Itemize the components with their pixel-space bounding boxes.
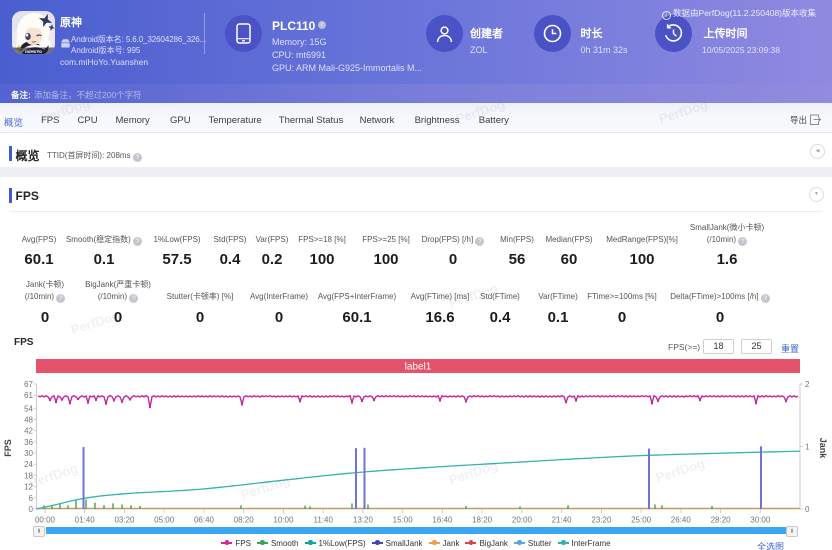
svg-text:2: 2 <box>805 380 810 389</box>
svg-text:0: 0 <box>29 505 34 514</box>
svg-text:05:00: 05:00 <box>154 516 175 525</box>
svg-text:6: 6 <box>29 494 34 503</box>
svg-text:21:40: 21:40 <box>552 516 573 525</box>
svg-text:24: 24 <box>24 460 33 469</box>
svg-text:Jank: Jank <box>818 438 828 460</box>
svg-text:25:00: 25:00 <box>631 516 652 525</box>
svg-text:20:00: 20:00 <box>512 516 533 525</box>
svg-text:67: 67 <box>24 380 33 389</box>
svg-text:11:40: 11:40 <box>313 516 333 525</box>
svg-text:42: 42 <box>24 427 33 436</box>
svg-text:12: 12 <box>24 483 33 492</box>
svg-text:15:00: 15:00 <box>393 516 414 525</box>
svg-text:28:20: 28:20 <box>711 516 732 525</box>
svg-text:06:40: 06:40 <box>194 516 215 525</box>
svg-text:30: 30 <box>24 449 33 458</box>
svg-text:1: 1 <box>805 443 810 452</box>
svg-text:10:00: 10:00 <box>273 516 294 525</box>
svg-text:26:40: 26:40 <box>671 516 692 525</box>
svg-text:16:40: 16:40 <box>432 516 453 525</box>
svg-text:36: 36 <box>24 438 33 447</box>
svg-text:54: 54 <box>24 404 33 413</box>
svg-text:miHoYo: miHoYo <box>25 49 42 54</box>
svg-text:18: 18 <box>24 471 33 480</box>
svg-text:label1: label1 <box>405 362 432 373</box>
svg-text:01:40: 01:40 <box>75 516 96 525</box>
svg-text:48: 48 <box>24 415 33 424</box>
svg-text:00:00: 00:00 <box>35 516 56 525</box>
svg-text:30:00: 30:00 <box>750 516 771 525</box>
svg-text:03:20: 03:20 <box>114 516 135 525</box>
svg-text:0: 0 <box>805 505 810 514</box>
svg-text:13:20: 13:20 <box>353 516 374 525</box>
svg-text:FPS: FPS <box>3 439 13 457</box>
svg-text:61: 61 <box>24 391 33 400</box>
svg-text:18:20: 18:20 <box>472 516 493 525</box>
svg-text:08:20: 08:20 <box>234 516 255 525</box>
svg-text:23:20: 23:20 <box>591 516 612 525</box>
